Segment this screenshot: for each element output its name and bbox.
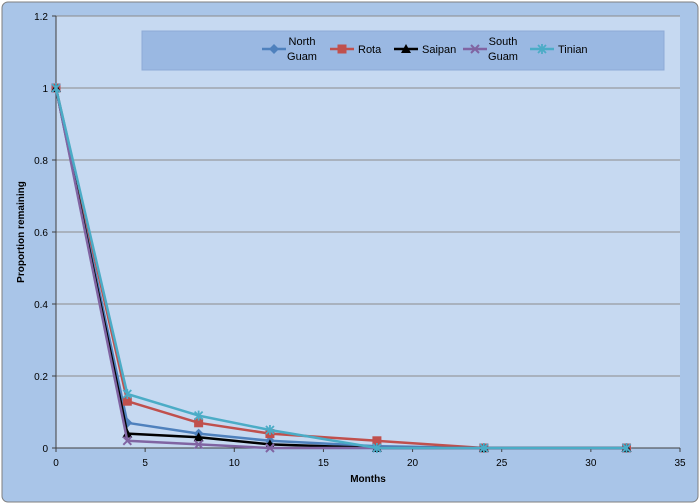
data-point [265, 443, 275, 453]
legend-label: Tinian [558, 44, 588, 56]
gridlines [56, 15, 680, 377]
data-point [337, 44, 347, 54]
data-point [401, 44, 411, 53]
y-tick-label: 0.8 [34, 156, 48, 167]
data-point [194, 418, 204, 428]
legend-item-north-guam: North Guam [262, 36, 317, 63]
y-tick-label: 1 [42, 84, 48, 95]
y-tick-label: 0.4 [34, 300, 48, 311]
legend-label: Rota [358, 44, 382, 56]
data-point [122, 436, 133, 446]
legend-item-south-guam: South Guam [463, 36, 518, 63]
x-tick-label: 35 [674, 458, 686, 469]
x-tick-label: 15 [318, 458, 330, 469]
legend-label: Guam [287, 51, 317, 63]
x-tick-label: 5 [142, 458, 148, 469]
data-point [122, 396, 132, 406]
legend-label: South [489, 36, 518, 48]
legend-item-tinian: Tinian [530, 44, 588, 56]
data-point [193, 432, 204, 442]
data-point [193, 410, 204, 421]
legend-label: North [289, 36, 316, 48]
legend-label: Guam [488, 51, 518, 63]
legend-item-saipan: Saipan [394, 44, 456, 56]
y-tick-label: 1.2 [34, 12, 48, 23]
legend-label: Saipan [422, 44, 456, 56]
legend: North Guam Rota Saipan South Guam Tinian [141, 30, 665, 71]
data-point [122, 428, 133, 438]
x-tick-label: 10 [229, 458, 241, 469]
y-tick-label: 0 [42, 444, 48, 455]
data-point [537, 44, 547, 54]
data-point [265, 425, 275, 435]
y-tick-label: 0.2 [34, 372, 48, 383]
x-tick-label: 30 [585, 458, 597, 469]
x-tick-label: 25 [496, 458, 508, 469]
data-point [122, 389, 132, 399]
data-point [372, 443, 382, 453]
x-tick-label: 20 [407, 458, 419, 469]
series-tinian [51, 83, 632, 453]
series-group [51, 83, 632, 453]
data-point [269, 44, 279, 54]
y-tick-label: 0.6 [34, 228, 48, 239]
data-point [621, 443, 632, 453]
data-point [51, 83, 61, 93]
data-point [372, 436, 382, 446]
data-point [193, 439, 204, 450]
y-axis-title: Proportion remaining [16, 181, 27, 283]
x-tick-label: 0 [53, 458, 59, 469]
legend-item-rota: Rota [330, 44, 382, 56]
data-point [470, 44, 480, 54]
data-point [479, 443, 489, 453]
x-axis-title: Months [350, 474, 386, 485]
